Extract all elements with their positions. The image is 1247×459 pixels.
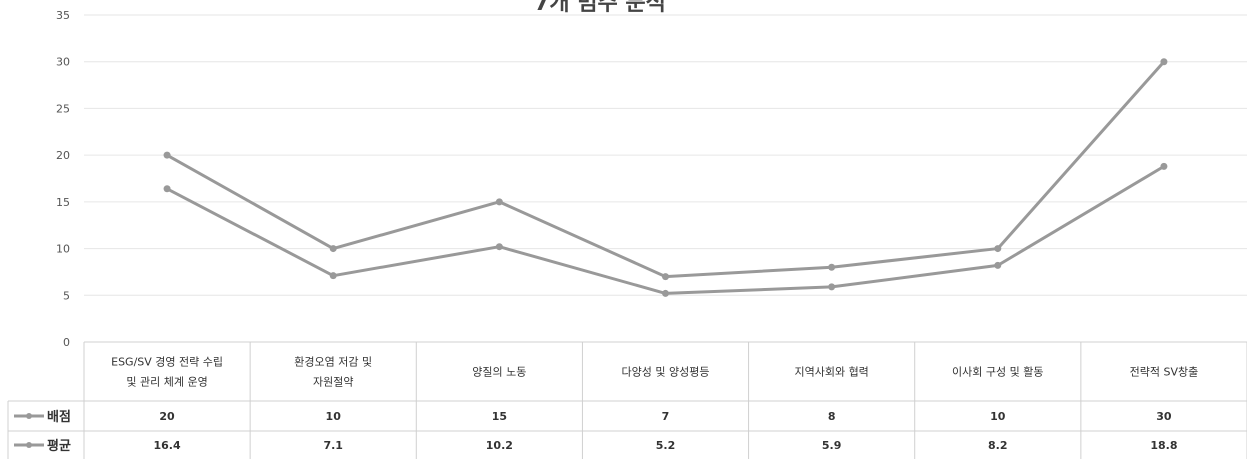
data-label: 16.4 <box>154 439 181 452</box>
y-tick-label: 10 <box>56 243 70 256</box>
legend-point-marker <box>26 413 32 419</box>
data-label: 7 <box>662 410 670 423</box>
data-point <box>1160 58 1168 66</box>
y-tick-label: 15 <box>56 196 70 209</box>
category-label: ESG/SV 경영 전략 수립 <box>111 356 223 369</box>
category-label: 전략적 SV창출 <box>1130 366 1199 379</box>
data-label: 18.8 <box>1150 439 1177 452</box>
data-label: 30 <box>1156 410 1172 423</box>
data-point <box>662 273 669 281</box>
series-lines <box>163 58 1168 297</box>
category-label: 지역사회와 협력 <box>794 366 868 379</box>
data-point <box>994 261 1002 269</box>
category-label: 이사회 구성 및 활동 <box>952 365 1043 379</box>
category-label: 자원절약 <box>313 375 353 389</box>
data-label: 8.2 <box>988 439 1008 452</box>
y-axis: 0 5 10 15 20 25 30 35 <box>56 9 70 349</box>
category-label: 다양성 및 양성평등 <box>622 366 710 379</box>
data-point <box>495 198 503 206</box>
data-label: 10 <box>990 410 1006 423</box>
grid-lines <box>84 14 1247 343</box>
data-point <box>662 289 669 297</box>
data-label: 20 <box>159 410 175 423</box>
data-point <box>994 245 1002 253</box>
data-point <box>1160 162 1168 170</box>
series-line <box>166 60 1166 279</box>
legend-label: 배점 <box>47 409 71 425</box>
y-tick-label: 5 <box>63 289 70 302</box>
data-label: 7.1 <box>323 439 343 452</box>
data-label: 5.9 <box>822 439 842 452</box>
data-label: 10.2 <box>486 439 513 452</box>
y-tick-label: 25 <box>56 102 70 115</box>
y-tick-label: 30 <box>56 56 70 69</box>
data-label: 5.2 <box>656 439 676 452</box>
data-point <box>329 245 337 253</box>
category-label: 및 관리 체계 운영 <box>126 376 207 389</box>
data-point <box>828 283 836 291</box>
data-point <box>495 243 503 251</box>
data-point <box>828 263 836 271</box>
data-point <box>163 185 171 193</box>
y-tick-label: 0 <box>63 336 70 349</box>
data-label: 15 <box>492 410 507 423</box>
y-tick-label: 20 <box>56 149 70 162</box>
data-point <box>329 272 337 280</box>
category-label: 환경오염 저감 및 <box>294 356 372 369</box>
category-label: 양질의 노동 <box>472 366 526 379</box>
data-point <box>163 151 171 159</box>
legend-point-marker <box>26 442 32 448</box>
data-label: 10 <box>326 410 342 423</box>
chart-title: 7개 범주 분석 <box>534 0 666 16</box>
data-label: 8 <box>828 410 836 423</box>
y-tick-label: 35 <box>56 9 70 22</box>
legend-label: 평균 <box>47 438 71 454</box>
